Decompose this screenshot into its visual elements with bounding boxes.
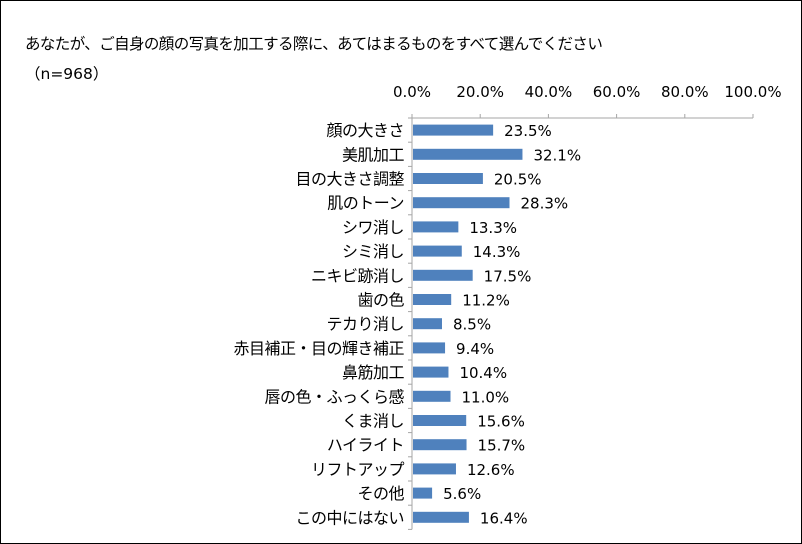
data-label: 15.6% [477,413,525,431]
data-label: 17.5% [484,267,532,285]
bar [413,245,462,257]
data-label: 9.4% [456,340,494,358]
data-label: 15.7% [478,437,526,455]
bar [413,197,510,209]
bar [413,390,451,402]
x-tick-label: 20.0% [456,83,504,101]
bar [413,173,483,184]
bar [413,415,467,426]
category-label: 赤目補正・目の輝き補正 [233,339,404,358]
bar [413,318,442,330]
category-label: 唇の色・ふっくら感 [264,387,404,406]
bar [413,439,467,451]
category-label: その他 [357,484,404,503]
category-label: 歯の色 [357,291,404,310]
category-label: くま消し [342,412,404,431]
x-tick-label: 0.0% [393,83,431,101]
category-label: 顔の大きさ [326,121,404,140]
chart-title: あなたが、ご自身の顔の写真を加工する際に、あてはまるものをすべて選んでください [25,35,603,53]
data-label: 20.5% [494,171,542,189]
category-label: リフトアップ [311,460,405,479]
data-label: 11.2% [462,292,510,310]
data-label: 8.5% [453,316,491,334]
data-label: 14.3% [473,243,521,261]
data-label: 23.5% [504,122,552,140]
category-label: テカり消し [326,315,404,334]
category-label: 肌のトーン [327,194,404,213]
data-label: 11.0% [462,388,510,406]
bar [413,148,523,160]
bar [413,511,469,523]
category-label: シミ消し [342,242,404,261]
data-label: 16.4% [480,509,528,527]
category-label: ニキビ跡消し [311,266,404,285]
bar [413,269,473,281]
category-label: 目の大きさ調整 [295,170,404,189]
bar [413,366,449,378]
category-label: 鼻筋加工 [342,363,405,382]
chart-subtitle: （n=968） [25,65,109,83]
x-tick-label: 100.0% [724,83,781,101]
data-label: 12.6% [467,461,515,479]
bar [413,487,433,499]
category-label: この中にはない [295,508,404,527]
bar [413,124,494,136]
bar [413,342,446,354]
x-tick-label: 80.0% [661,83,709,101]
x-tick-label: 40.0% [525,83,573,101]
data-label: 13.3% [469,219,517,237]
x-tick-label: 60.0% [593,83,641,101]
bar [413,294,452,305]
data-label: 32.1% [533,146,581,164]
category-label: シワ消し [342,218,404,237]
bar [413,463,456,475]
bar [413,221,459,233]
category-label: 美肌加工 [342,145,405,164]
category-label: ハイライト [327,436,404,455]
data-label: 28.3% [521,195,569,213]
data-label: 5.6% [443,485,481,503]
data-label: 10.4% [459,364,507,382]
